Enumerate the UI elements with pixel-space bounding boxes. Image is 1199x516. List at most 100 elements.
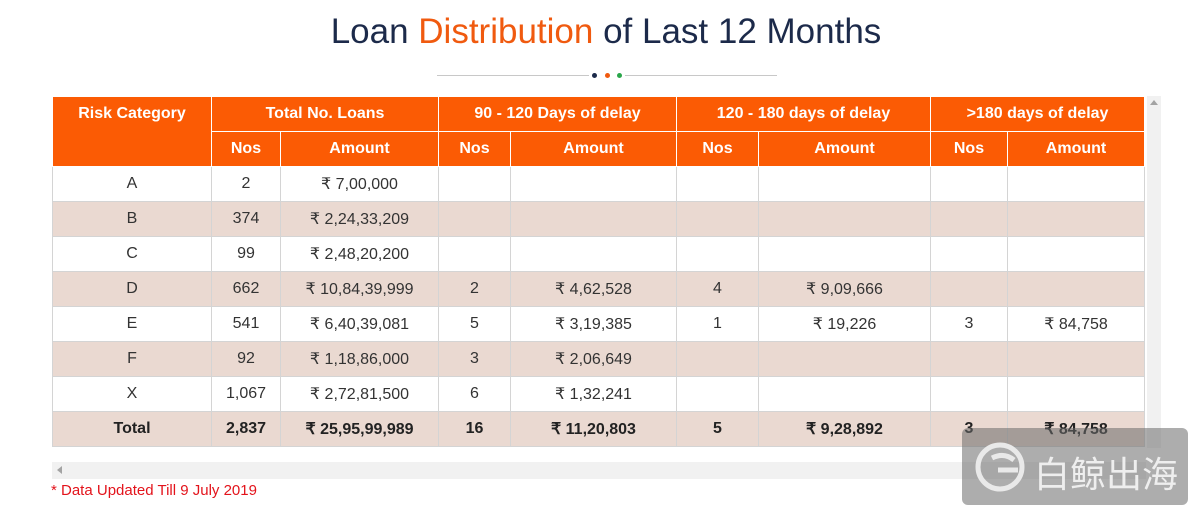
cell-total-amount: ₹ 7,00,000: [280, 166, 439, 202]
page-title: Loan Distribution of Last 12 Months: [0, 12, 1199, 52]
header-total-loans: Total No. Loans: [211, 96, 439, 132]
separator-dot: [592, 73, 597, 78]
cell-d120-nos: [676, 201, 759, 237]
data-updated-note: * Data Updated Till 9 July 2019: [51, 482, 257, 499]
cell-d120-nos: [676, 236, 759, 272]
table-row: F 92 ₹ 1,18,86,000 3 ₹ 2,06,649: [52, 341, 1146, 377]
group-header-row: Risk Category Total No. Loans 90 - 120 D…: [52, 96, 1146, 167]
sub-header-nos: Nos: [211, 131, 281, 167]
cell-d180-nos: [930, 166, 1008, 202]
cell-d120-nos: [676, 341, 759, 377]
cell-d90-nos: [438, 236, 511, 272]
title-part-2: of Last 12 Months: [593, 12, 882, 51]
cell-d90-amount: ₹ 3,19,385: [510, 306, 677, 342]
cell-d90-amount: [510, 166, 677, 202]
sub-header-nos: Nos: [438, 131, 511, 167]
total-d90-nos: 16: [438, 411, 511, 447]
cell-total-amount: ₹ 2,48,20,200: [280, 236, 439, 272]
swirl-logo-icon: [975, 442, 1025, 492]
cell-d90-nos: [438, 166, 511, 202]
header-120-180-days: 120 - 180 days of delay: [676, 96, 931, 132]
cell-d90-nos: 5: [438, 306, 511, 342]
scroll-left-icon[interactable]: [57, 466, 62, 474]
cell-d90-nos: 2: [438, 271, 511, 307]
cell-d180-amount: [1006, 201, 1146, 237]
cell-d120-amount: ₹ 9,09,666: [758, 271, 931, 307]
loan-table-container[interactable]: Risk Category Total No. Loans 90 - 120 D…: [52, 96, 1146, 448]
cell-d120-amount: [758, 341, 931, 377]
cell-d90-nos: [438, 201, 511, 237]
table-row: X 1,067 ₹ 2,72,81,500 6 ₹ 1,32,241: [52, 376, 1146, 412]
cell-risk-category: C: [52, 236, 212, 272]
cell-d120-amount: [758, 201, 931, 237]
table-row: B 374 ₹ 2,24,33,209: [52, 201, 1146, 237]
total-risk-category: Total: [52, 411, 212, 447]
watermark-text: 白鲸出海: [1034, 455, 1179, 496]
cell-risk-category: A: [52, 166, 212, 202]
cell-d120-amount: ₹ 19,226: [758, 306, 931, 342]
cell-d90-amount: ₹ 4,62,528: [510, 271, 677, 307]
cell-total-nos: 662: [211, 271, 281, 307]
table-row: A 2 ₹ 7,00,000: [52, 166, 1146, 202]
scroll-up-icon[interactable]: [1150, 100, 1158, 105]
cell-d90-nos: 3: [438, 341, 511, 377]
cell-d180-amount: ₹ 84,758: [1006, 306, 1146, 342]
separator-dot: [617, 73, 622, 78]
total-total-nos: 2,837: [211, 411, 281, 447]
cell-d90-amount: ₹ 1,32,241: [510, 376, 677, 412]
cell-total-amount: ₹ 2,72,81,500: [280, 376, 439, 412]
cell-d180-amount: [1006, 236, 1146, 272]
title-accent: Distribution: [418, 12, 594, 51]
sub-header-nos: Nos: [676, 131, 759, 167]
table-row: E 541 ₹ 6,40,39,081 5 ₹ 3,19,385 1 ₹ 19,226 3 ₹ …: [52, 306, 1146, 342]
cell-d180-amount: [1006, 376, 1146, 412]
cell-total-nos: 1,067: [211, 376, 281, 412]
cell-total-amount: ₹ 6,40,39,081: [280, 306, 439, 342]
cell-total-nos: 2: [211, 166, 281, 202]
sub-header-amount: Amount: [758, 131, 931, 167]
cell-d90-nos: 6: [438, 376, 511, 412]
cell-d120-nos: 4: [676, 271, 759, 307]
cell-d180-nos: [930, 271, 1008, 307]
loan-distribution-table: Risk Category Total No. Loans 90 - 120 D…: [52, 96, 1146, 447]
cell-total-nos: 92: [211, 341, 281, 377]
header-90-120-days: 90 - 120 Days of delay: [438, 96, 677, 132]
cell-d90-amount: [510, 236, 677, 272]
cell-risk-category: D: [52, 271, 212, 307]
vertical-scrollbar[interactable]: [1147, 96, 1161, 448]
sub-header-nos: Nos: [930, 131, 1008, 167]
cell-risk-category: X: [52, 376, 212, 412]
cell-d120-amount: [758, 166, 931, 202]
cell-d180-nos: [930, 236, 1008, 272]
title-part-1: Loan: [330, 12, 419, 51]
sub-header-row: Nos Amount Nos Amount Nos Amount Nos Amo…: [53, 131, 1146, 167]
sub-header-amount: Amount: [1006, 131, 1146, 167]
total-d120-nos: 5: [676, 411, 759, 447]
sub-header-amount: Amount: [510, 131, 677, 167]
table-row: C 99 ₹ 2,48,20,200: [52, 236, 1146, 272]
cell-total-amount: ₹ 10,84,39,999: [280, 271, 439, 307]
cell-d90-amount: ₹ 2,06,649: [510, 341, 677, 377]
cell-d120-amount: [758, 236, 931, 272]
cell-total-amount: ₹ 2,24,33,209: [280, 201, 439, 237]
total-d90-amount: ₹ 11,20,803: [510, 411, 677, 447]
cell-risk-category: E: [52, 306, 212, 342]
horizontal-scrollbar[interactable]: [52, 462, 1146, 479]
cell-d180-nos: 3: [930, 306, 1008, 342]
cell-total-nos: 541: [211, 306, 281, 342]
header-risk-category: Risk Category: [52, 96, 212, 167]
watermark: 白鲸出海: [962, 428, 1188, 505]
cell-total-nos: 374: [211, 201, 281, 237]
cell-d180-nos: [930, 341, 1008, 377]
header-180-plus-days: >180 days of delay: [929, 96, 1146, 132]
cell-total-amount: ₹ 1,18,86,000: [280, 341, 439, 377]
cell-d180-amount: [1006, 271, 1146, 307]
cell-d120-nos: 1: [676, 306, 759, 342]
cell-d180-nos: [930, 376, 1008, 412]
cell-d180-amount: [1006, 341, 1146, 377]
sub-header-amount: Amount: [280, 131, 439, 167]
total-total-amount: ₹ 25,95,99,989: [280, 411, 439, 447]
cell-d180-nos: [930, 201, 1008, 237]
separator-dot: [605, 73, 610, 78]
cell-d90-amount: [510, 201, 677, 237]
